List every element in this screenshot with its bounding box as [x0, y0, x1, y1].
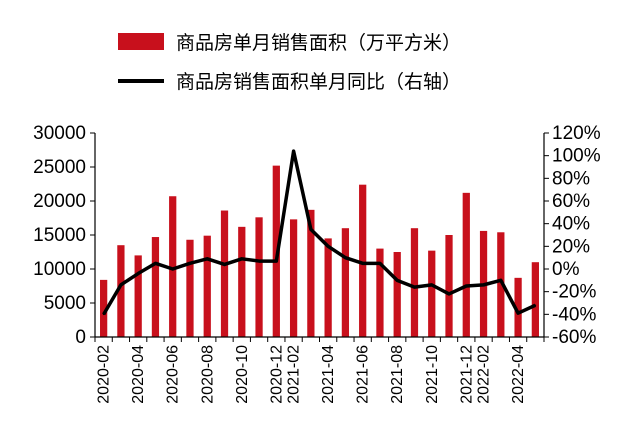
bar — [203, 235, 211, 337]
line-point — [223, 263, 226, 266]
x-tick-label: 2020-02 — [96, 345, 113, 404]
bar — [117, 245, 125, 337]
right-tick-label: 20% — [552, 236, 590, 257]
line-point — [396, 279, 399, 282]
left-tick-label: 30000 — [33, 123, 86, 144]
bar — [151, 237, 160, 337]
bar — [169, 196, 177, 337]
legend-bar-label: 商品房单月销售面积（万平方米） — [176, 32, 461, 54]
bar — [324, 238, 332, 337]
legend-item-line: 商品房销售面积单月同比（右轴） — [118, 71, 461, 93]
right-tick-label: 60% — [552, 191, 590, 212]
bar — [462, 192, 470, 337]
line-point — [500, 279, 502, 282]
x-tick-label: 2020-08 — [199, 345, 216, 404]
line-point — [292, 150, 295, 152]
right-y-axis: -60%-40%-20%0%20%40%60%80%100%120% — [543, 123, 601, 348]
bar — [220, 210, 229, 337]
x-tick-label: 2020-06 — [165, 345, 182, 404]
x-tick-label: 2021-06 — [355, 345, 372, 404]
x-tick-label: 2020-04 — [130, 345, 147, 404]
bar — [186, 239, 194, 337]
line-point — [361, 262, 364, 265]
line-point — [171, 268, 174, 270]
left-tick-label: 15000 — [33, 225, 86, 246]
left-tick-label: 20000 — [33, 191, 86, 212]
x-tick-label: 2021-02 — [286, 345, 303, 404]
line-point — [465, 285, 468, 287]
line-point — [413, 286, 416, 288]
bar — [289, 219, 298, 337]
bar — [255, 217, 263, 337]
right-tick-label: 100% — [552, 146, 601, 167]
line-point — [206, 258, 209, 260]
line-point — [240, 258, 243, 260]
line-point — [189, 262, 191, 265]
left-y-axis: 0 5000 10000 15000 20000 25000 30000 — [33, 123, 96, 348]
line-point — [137, 272, 139, 275]
line-point — [517, 312, 519, 315]
line-point — [482, 284, 485, 286]
bar — [100, 279, 108, 337]
bar — [134, 255, 142, 337]
legend-bar-swatch — [118, 33, 164, 50]
legend-item-bar: 商品房单月销售面积（万平方米） — [118, 32, 461, 54]
line-series — [102, 149, 537, 316]
line-point — [448, 293, 450, 295]
x-tick-label: 2021-04 — [320, 345, 337, 404]
x-tick-label: 2020-12 — [268, 345, 285, 404]
x-tick-label: 2020-10 — [234, 345, 251, 404]
right-tick-label: 40% — [552, 214, 590, 235]
left-tick-label: 25000 — [33, 157, 86, 178]
bar — [428, 250, 436, 337]
x-tick-label: 2022-04 — [510, 345, 527, 404]
bar — [393, 252, 401, 337]
right-tick-label: -60% — [552, 327, 596, 348]
line-point — [120, 284, 122, 286]
line-point — [154, 262, 157, 265]
x-tick-label: 2021-10 — [424, 345, 441, 404]
right-tick-label: -40% — [552, 304, 596, 325]
bar — [341, 228, 350, 337]
line-point — [258, 260, 260, 262]
line-point — [379, 262, 381, 265]
left-tick-label: 10000 — [33, 259, 86, 280]
bar — [514, 277, 522, 337]
line-point — [275, 260, 278, 262]
right-tick-label: 120% — [552, 123, 601, 144]
line-path — [102, 149, 537, 316]
bar — [238, 226, 246, 337]
bar-series — [100, 165, 539, 337]
x-axis: 2020-02 2020-04 2020-06 2020-08 2020-10 2020-… — [94, 336, 545, 404]
x-tick-label: 2021-12 — [458, 345, 475, 404]
left-tick-label: 0 — [75, 327, 86, 348]
bar — [359, 184, 367, 337]
bar — [410, 228, 419, 337]
left-tick-label: 5000 — [44, 293, 86, 314]
right-tick-label: 0% — [552, 259, 580, 280]
line-point — [344, 256, 347, 259]
line-point — [327, 245, 329, 248]
right-tick-label: -20% — [552, 282, 596, 303]
bar — [497, 232, 505, 337]
x-tick-label: 2022-02 — [476, 345, 493, 404]
bar — [307, 209, 315, 337]
legend: 商品房单月销售面积（万平方米） 商品房销售面积单月同比（右轴） — [118, 32, 461, 93]
x-tick-label: 2021-08 — [389, 345, 406, 404]
line-point — [430, 284, 433, 286]
line-point — [310, 228, 312, 231]
bar — [531, 262, 539, 337]
right-tick-label: 80% — [552, 168, 590, 189]
line-point — [534, 304, 537, 307]
line-point — [102, 313, 105, 316]
bar — [376, 248, 384, 337]
legend-line-label: 商品房销售面积单月同比（右轴） — [176, 71, 461, 93]
bar — [445, 235, 453, 337]
